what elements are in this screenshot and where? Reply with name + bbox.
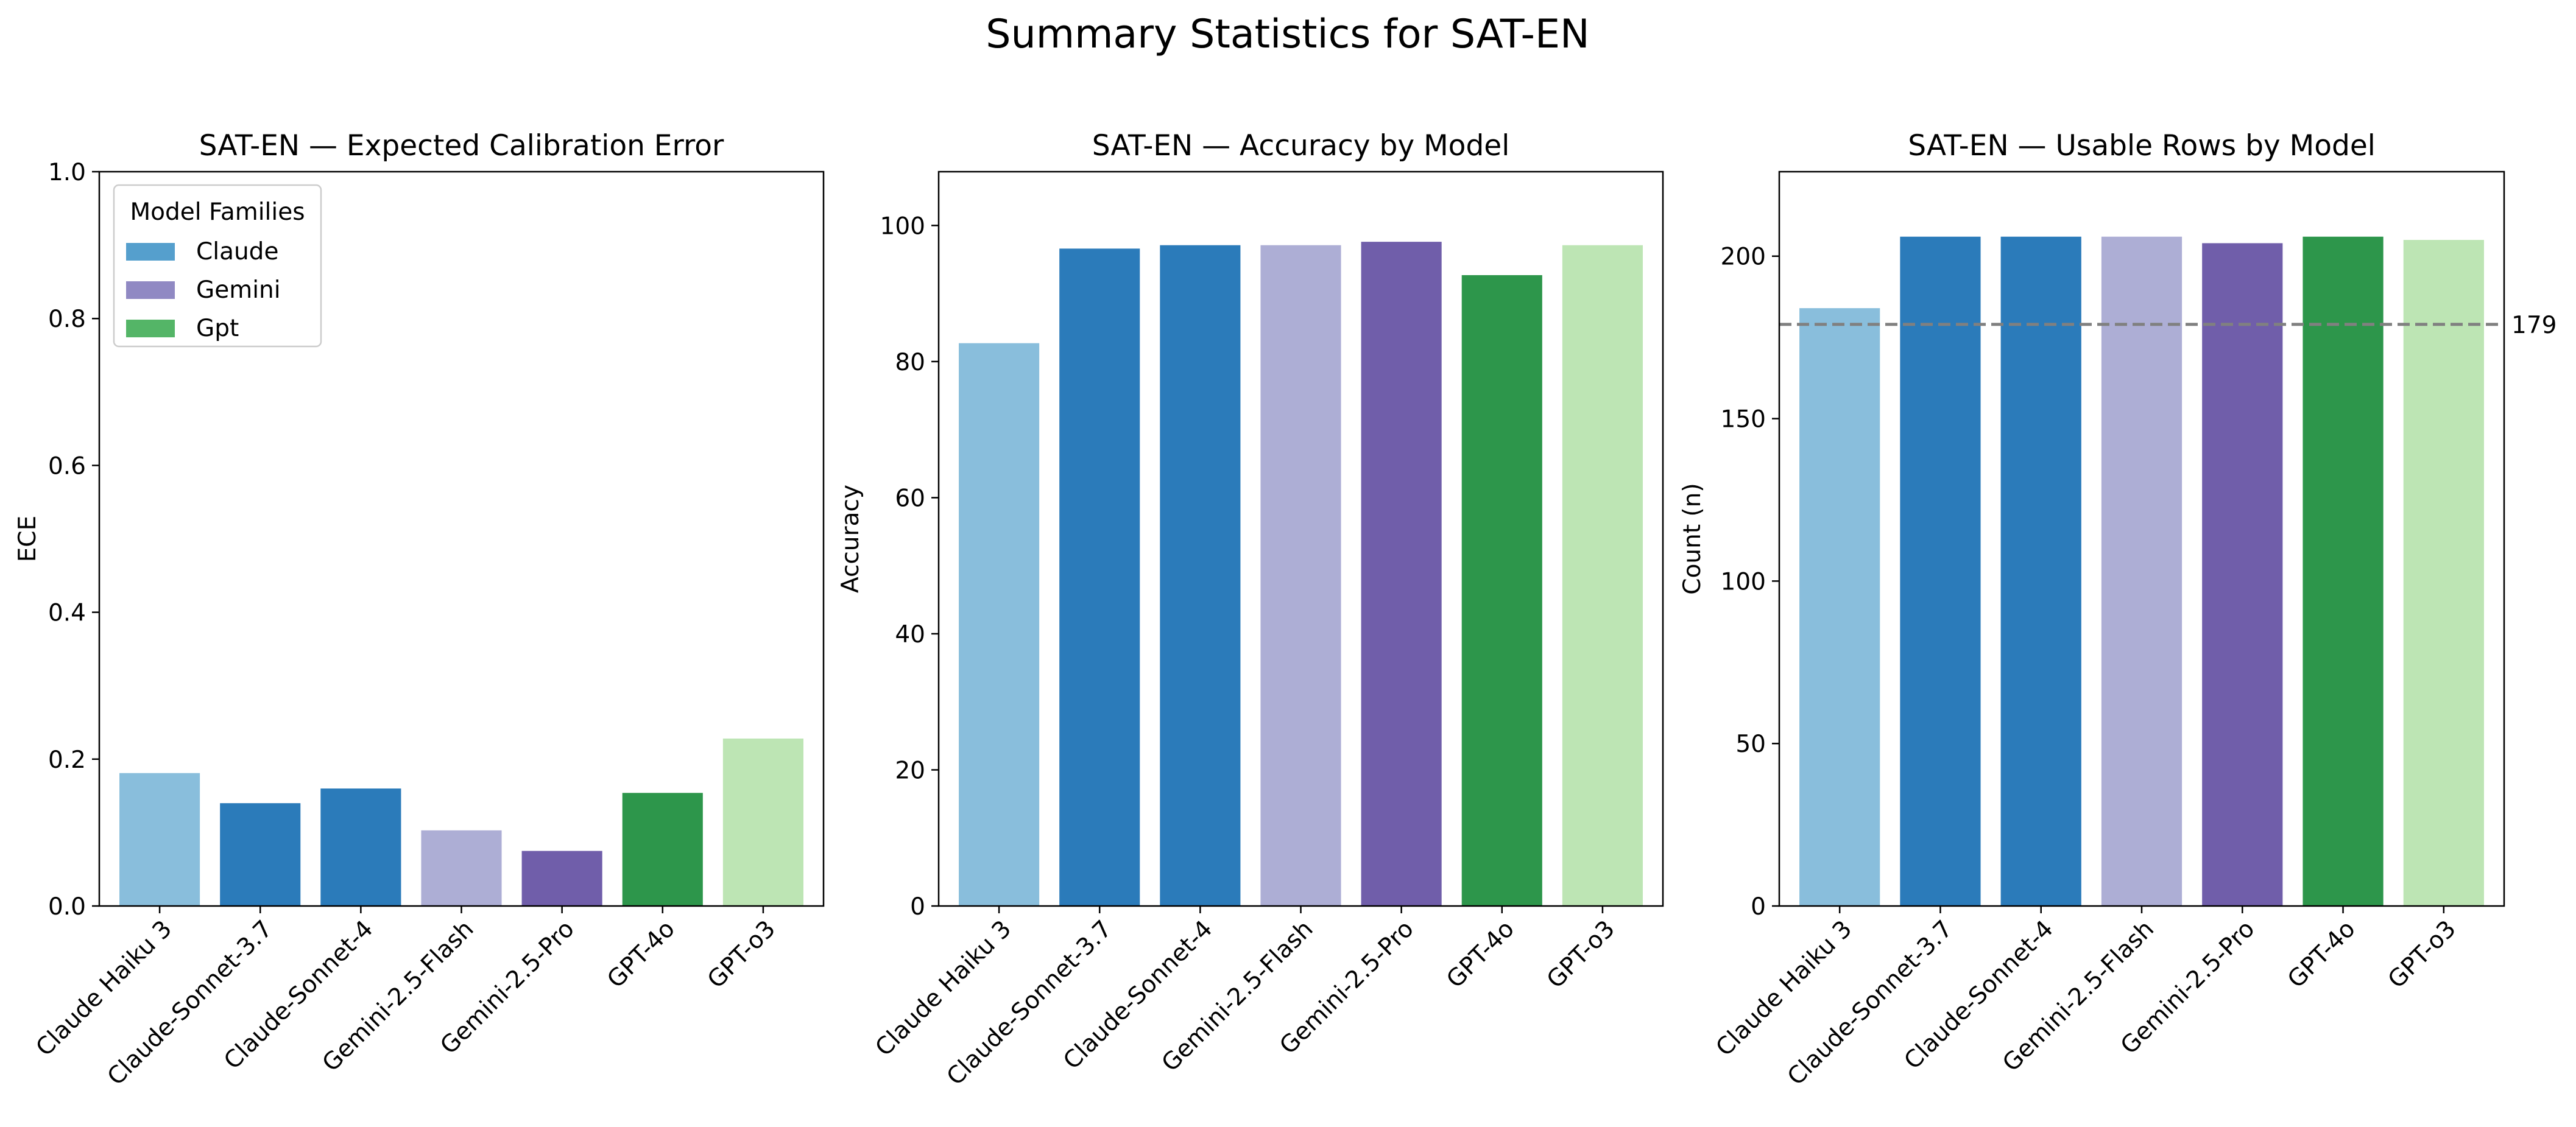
bar-claude-sonnet-4: [2000, 236, 2081, 906]
x-tick-label: Claude-Sonnet-3.7: [102, 915, 278, 1090]
legend: Model Families Claude Gemini Gpt: [113, 184, 322, 348]
bar-gpt-4o: [622, 793, 703, 906]
bar-gpt-4o: [1461, 275, 1542, 906]
bar-claude-sonnet-3-7: [220, 803, 301, 906]
y-tick-label: 60: [895, 485, 925, 512]
panel-title: SAT-EN — Accuracy by Model: [1092, 129, 1510, 163]
bar-claude-haiku-3: [1799, 308, 1880, 906]
y-tick-label: 0: [1751, 893, 1766, 921]
y-tick-label: 0.0: [48, 893, 86, 921]
bar-claude-sonnet-3-7: [1059, 248, 1140, 906]
legend-box: [113, 184, 322, 348]
bar-gpt-4o: [2303, 236, 2384, 906]
x-tick-label: Claude-Sonnet-3.7: [1782, 915, 1958, 1090]
x-tick-label: Claude-Sonnet-3.7: [942, 915, 1117, 1090]
panel-title: SAT-EN — Usable Rows by Model: [1908, 129, 2376, 163]
x-tick-label: GPT-4o: [1441, 915, 1520, 994]
bar-gemini-2-5-pro: [1361, 242, 1442, 906]
y-tick-label: 0.2: [48, 746, 86, 774]
legend-swatch-claude: [126, 243, 175, 261]
y-axis-label: Count (n): [1679, 483, 1706, 594]
y-axis-label: Accuracy: [837, 485, 864, 593]
bar-gpt-o3: [1562, 245, 1643, 906]
legend-label-gpt: Gpt: [196, 315, 239, 342]
y-tick-label: 20: [895, 757, 925, 784]
y-tick-label: 100: [1721, 568, 1766, 595]
legend-label-claude: Claude: [196, 238, 278, 265]
x-tick-label: GPT-o3: [1542, 915, 1620, 994]
panel-title: SAT-EN — Expected Calibration Error: [199, 129, 724, 163]
reference-line-label: 179: [2511, 312, 2557, 339]
y-tick-label: 50: [1735, 731, 1766, 758]
bar-gpt-o3: [722, 739, 803, 906]
bar-gpt-o3: [2403, 240, 2484, 906]
bar-claude-haiku-3: [959, 343, 1040, 906]
y-axis-label: ECE: [14, 516, 41, 563]
y-tick-label: 0.6: [48, 452, 86, 480]
y-tick-label: 150: [1721, 406, 1766, 434]
bar-claude-sonnet-4: [1160, 245, 1241, 906]
x-tick-label: GPT-o3: [702, 915, 781, 994]
bar-claude-haiku-3: [119, 773, 200, 906]
x-tick-label: GPT-4o: [602, 915, 680, 994]
bar-gemini-2-5-pro: [521, 851, 602, 906]
bar-gemini-2-5-pro: [2202, 243, 2283, 907]
x-tick-label: GPT-o3: [2383, 915, 2461, 994]
legend-swatch-gpt: [126, 320, 175, 337]
legend-label-gemini: Gemini: [196, 276, 281, 304]
legend-title: Model Families: [130, 198, 305, 226]
bar-gemini-2-5-flash: [421, 830, 502, 906]
y-tick-label: 100: [880, 212, 925, 240]
legend-swatch-gemini: [126, 281, 175, 299]
y-tick-label: 0.8: [48, 306, 86, 333]
y-tick-label: 40: [895, 621, 925, 648]
bar-claude-sonnet-3-7: [1900, 236, 1981, 906]
bar-gemini-2-5-flash: [1260, 245, 1341, 906]
y-tick-label: 200: [1721, 244, 1766, 271]
figure-title: Summary Statistics for SAT-EN: [986, 12, 1589, 57]
bar-claude-sonnet-4: [320, 788, 401, 906]
y-tick-label: 0.4: [48, 600, 86, 627]
y-tick-label: 0: [910, 893, 925, 921]
y-tick-label: 80: [895, 349, 925, 376]
x-tick-label: GPT-4o: [2282, 915, 2361, 994]
bar-gemini-2-5-flash: [2101, 236, 2183, 906]
y-tick-label: 1.0: [48, 159, 86, 186]
